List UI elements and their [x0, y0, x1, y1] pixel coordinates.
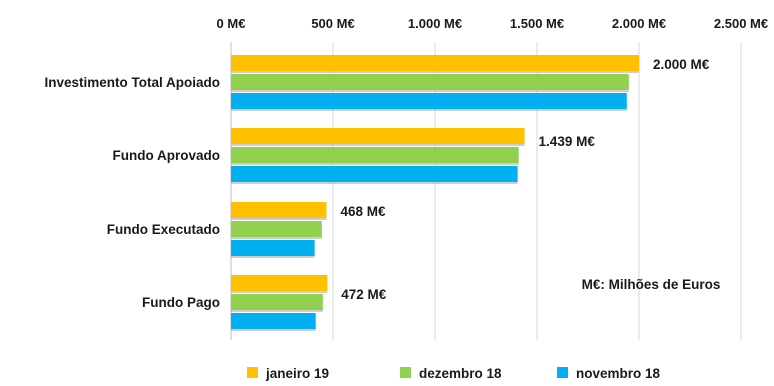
bar-dezembro-18 — [231, 147, 519, 163]
category-label: Fundo Aprovado — [113, 148, 221, 163]
x-tick-label: 0 M€ — [217, 16, 246, 31]
bars — [231, 55, 639, 331]
bar-janeiro-19 — [231, 128, 525, 144]
legend: janeiro 19 dezembro 18 novembro 18 — [247, 366, 661, 381]
category-label: Fundo Pago — [142, 295, 220, 310]
bar-novembro-18 — [231, 313, 316, 329]
bar-janeiro-19 — [231, 55, 639, 71]
legend-swatch — [400, 367, 411, 378]
category-label: Investimento Total Apoiado — [44, 75, 220, 90]
bar-novembro-18 — [231, 240, 315, 256]
bar-dezembro-18 — [231, 74, 629, 90]
legend-label: janeiro 19 — [265, 366, 329, 381]
x-tick-label: 500 M€ — [311, 16, 354, 31]
x-tick-label: 1.500 M€ — [510, 16, 564, 31]
bar-janeiro-19 — [231, 202, 327, 218]
bar-novembro-18 — [231, 166, 518, 182]
category-label: Fundo Executado — [107, 222, 220, 237]
x-tick-label: 2.500 M€ — [714, 16, 768, 31]
bar-janeiro-19 — [231, 275, 328, 291]
data-labels: 2.000 M€ 1.439 M€ 468 M€ 472 M€ — [340, 57, 709, 302]
x-tick-label: 1.000 M€ — [408, 16, 462, 31]
legend-label: novembro 18 — [576, 366, 661, 381]
bar-dezembro-18 — [231, 221, 322, 237]
data-label: 1.439 M€ — [539, 134, 596, 149]
units-note: M€: Milhões de Euros — [582, 277, 721, 292]
data-label: 472 M€ — [341, 287, 387, 302]
category-labels: Investimento Total Apoiado Fundo Aprovado… — [44, 75, 220, 310]
data-label: 2.000 M€ — [653, 57, 710, 72]
x-axis-tick-labels: 0 M€ 500 M€ 1.000 M€ 1.500 M€ 2.000 M€ 2.500 … — [217, 16, 769, 31]
bar-dezembro-18 — [231, 294, 323, 310]
legend-swatch — [557, 367, 568, 378]
bar-novembro-18 — [231, 93, 627, 109]
x-tick-label: 2.000 M€ — [612, 16, 666, 31]
data-label: 468 M€ — [340, 204, 386, 219]
legend-swatch — [247, 367, 258, 378]
legend-label: dezembro 18 — [419, 366, 502, 381]
